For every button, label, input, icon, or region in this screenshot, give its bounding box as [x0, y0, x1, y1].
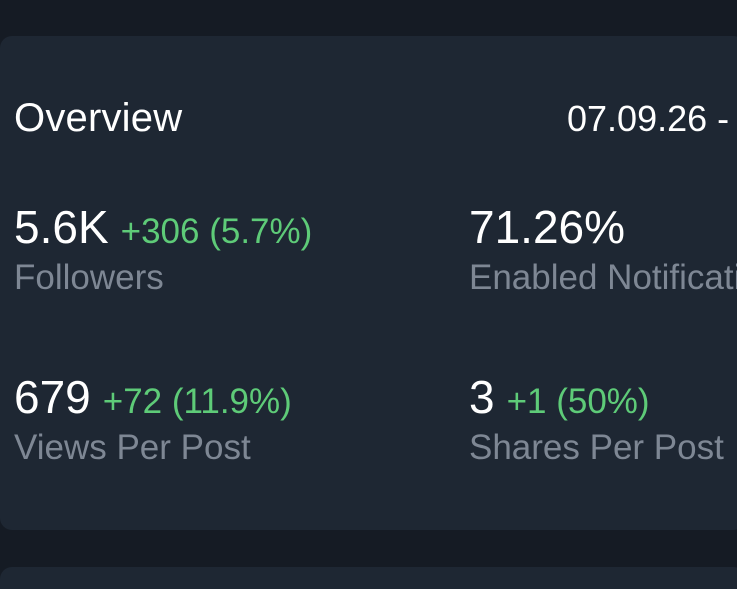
stat-change: +72 (11.9%) — [102, 382, 292, 421]
stat-label: Enabled Notifications — [469, 258, 737, 297]
stat-change: +1 (50%) — [506, 382, 650, 421]
stat-label: Views Per Post — [14, 428, 251, 467]
overview-card — [0, 36, 737, 530]
stat-views-per-post: 679 +72 (11.9%) Views Per Post — [14, 370, 292, 468]
stat-enabled-notifications: 71.26% Enabled Notifications — [469, 200, 737, 298]
stat-value: 679 — [14, 371, 91, 423]
stat-change: +306 (5.7%) — [120, 212, 313, 251]
next-card — [0, 567, 737, 589]
stat-value-line: 679 +72 (11.9%) — [14, 370, 292, 424]
date-range[interactable]: 07.09.26 - — [567, 98, 730, 139]
stat-shares-per-post: 3 +1 (50%) Shares Per Post — [469, 370, 724, 468]
stat-value-line: 5.6K +306 (5.7%) — [14, 200, 312, 254]
stat-value: 71.26% — [469, 201, 626, 253]
stat-followers: 5.6K +306 (5.7%) Followers — [14, 200, 312, 298]
stat-value: 5.6K — [14, 201, 109, 253]
stat-label: Shares Per Post — [469, 428, 724, 467]
stat-value-line: 3 +1 (50%) — [469, 370, 724, 424]
overview-title: Overview — [14, 96, 183, 140]
stat-label: Followers — [14, 258, 164, 297]
stat-value-line: 71.26% — [469, 200, 737, 254]
stat-value: 3 — [469, 371, 495, 423]
